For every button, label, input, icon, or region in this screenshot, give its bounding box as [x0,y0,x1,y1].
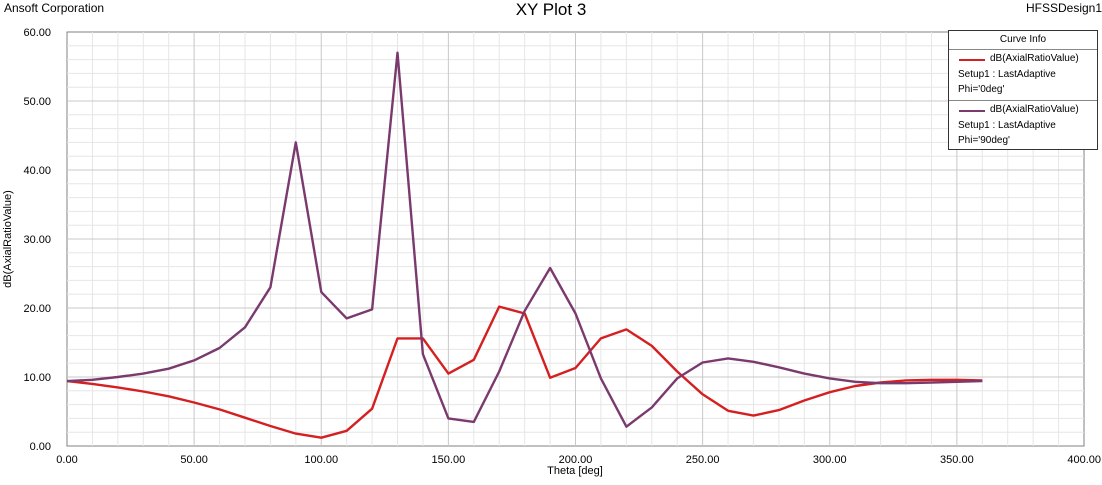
x-axis-label: Theta [deg] [547,465,603,477]
legend-entry-phi-90[interactable]: dB(AxialRatioValue) Setup1 : LastAdaptiv… [949,101,1097,151]
y-tick-label: 40.00 [23,165,51,177]
x-tick-label: 300.00 [813,454,847,466]
legend-series-name: dB(AxialRatioValue) [990,104,1079,115]
y-axis-label: dB(AxialRatioValue) [2,190,14,288]
y-tick-label: 0.00 [30,441,51,453]
y-tick-label: 30.00 [23,234,51,246]
major-grid [67,32,1084,446]
x-tick-label: 400.00 [1067,454,1101,466]
chart-title: XY Plot 3 [515,0,587,19]
x-tick-label: 150.00 [432,454,466,466]
y-tick-label: 10.00 [23,372,51,384]
y-tick-label: 60.00 [23,27,51,39]
legend-swatch-phi-0 [959,59,985,61]
series-line-phi-90 [66,51,983,428]
x-tick-label: 200.00 [559,454,593,466]
x-tick-label: 350.00 [940,454,974,466]
x-tick-label: 0.00 [56,454,77,466]
x-tick-label: 250.00 [686,454,720,466]
legend-series-name: dB(AxialRatioValue) [990,53,1079,64]
legend-swatch-phi-90 [959,110,985,112]
company-label: Ansoft Corporation [4,1,105,15]
x-tick-label: 50.00 [180,454,208,466]
y-tick-labels: 0.00 10.00 20.00 30.00 40.00 50.00 60.00 [23,27,51,453]
y-tick-label: 50.00 [23,96,51,108]
legend-param: Phi='90deg' [958,135,1010,146]
legend-setup: Setup1 : LastAdaptive [958,120,1056,131]
legend-entry-phi-0[interactable]: dB(AxialRatioValue) Setup1 : LastAdaptiv… [949,50,1097,101]
legend-setup: Setup1 : LastAdaptive [958,69,1056,80]
x-tick-label: 100.00 [304,454,338,466]
series-layer [66,51,983,439]
legend-title: Curve Info [949,31,1097,50]
curve-info-legend[interactable]: Curve Info dB(AxialRatioValue) Setup1 : … [948,30,1098,150]
legend-param: Phi='0deg' [958,84,1005,95]
y-tick-label: 20.00 [23,303,51,315]
x-tick-labels: 0.00 50.00 100.00 150.00 200.00 250.00 300.00 3… [56,454,1101,466]
design-name-label: HFSSDesign1 [1025,1,1102,15]
